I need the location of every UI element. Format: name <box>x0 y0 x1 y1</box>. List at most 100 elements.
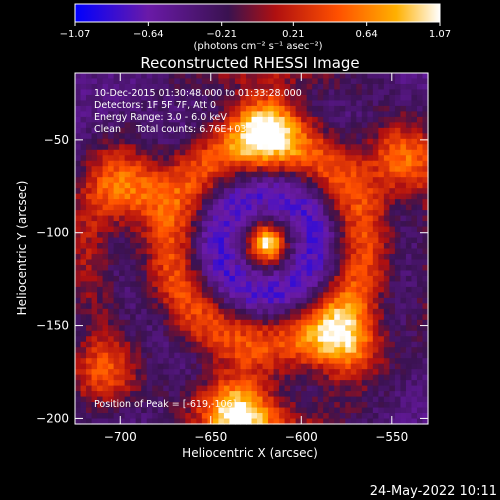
heatmap-pixel <box>378 396 385 403</box>
heatmap-pixel <box>301 215 308 222</box>
heatmap-pixel <box>97 352 104 359</box>
heatmap-pixel <box>295 330 302 337</box>
heatmap-pixel <box>157 127 164 134</box>
heatmap-pixel <box>179 100 186 107</box>
heatmap-pixel <box>273 182 280 189</box>
heatmap-pixel <box>179 105 186 112</box>
heatmap-pixel <box>141 407 148 414</box>
heatmap-pixel <box>383 160 390 167</box>
heatmap-pixel <box>356 149 363 156</box>
heatmap-pixel <box>389 83 396 91</box>
heatmap-pixel <box>179 314 186 321</box>
heatmap-pixel <box>229 127 236 134</box>
heatmap-pixel <box>339 144 346 151</box>
heatmap-pixel <box>113 166 120 173</box>
heatmap-pixel <box>400 363 407 370</box>
heatmap-pixel <box>279 352 286 359</box>
heatmap-pixel <box>416 352 424 359</box>
heatmap-pixel <box>207 94 214 102</box>
heatmap-pixel <box>273 221 280 228</box>
heatmap-pixel <box>290 286 297 293</box>
heatmap-pixel <box>361 391 368 398</box>
heatmap-pixel <box>312 105 319 112</box>
heatmap-pixel <box>86 418 93 425</box>
heatmap-pixel <box>75 122 82 129</box>
heatmap-pixel <box>119 188 126 195</box>
heatmap-pixel <box>124 374 131 381</box>
heatmap-pixel <box>290 374 297 381</box>
heatmap-pixel <box>301 336 308 343</box>
heatmap-pixel <box>218 226 225 233</box>
heatmap-pixel <box>361 105 368 112</box>
heatmap-pixel <box>378 171 385 178</box>
heatmap-pixel <box>306 275 313 282</box>
heatmap-pixel <box>174 133 181 140</box>
heatmap-pixel <box>234 275 242 282</box>
heatmap-pixel <box>135 210 142 217</box>
heatmap-pixel <box>279 385 286 392</box>
heatmap-pixel <box>312 325 319 332</box>
heatmap-pixel <box>212 199 220 206</box>
heatmap-pixel <box>251 308 258 315</box>
heatmap-pixel <box>295 297 302 304</box>
heatmap-pixel <box>367 347 374 354</box>
heatmap-pixel <box>86 391 93 398</box>
heatmap-pixel <box>361 122 368 129</box>
heatmap-pixel <box>273 204 280 211</box>
heatmap-pixel <box>157 188 164 195</box>
heatmap-pixel <box>174 358 181 365</box>
heatmap-pixel <box>152 73 159 80</box>
heatmap-pixel <box>146 160 153 167</box>
heatmap-pixel <box>174 243 181 250</box>
heatmap-pixel <box>317 243 324 250</box>
heatmap-pixel <box>378 73 385 80</box>
heatmap-pixel <box>361 111 368 118</box>
heatmap-pixel <box>328 127 335 134</box>
heatmap-pixel <box>146 138 153 145</box>
heatmap-pixel <box>124 193 131 200</box>
heatmap-pixel <box>229 314 236 321</box>
heatmap-pixel <box>80 89 87 96</box>
heatmap-pixel <box>229 89 236 96</box>
heatmap-pixel <box>179 127 186 134</box>
heatmap-pixel <box>179 243 186 250</box>
heatmap-pixel <box>356 127 363 134</box>
heatmap-pixel <box>268 199 275 206</box>
heatmap-pixel <box>229 177 236 184</box>
heatmap-pixel <box>102 374 109 381</box>
heatmap-pixel <box>201 336 208 343</box>
heatmap-pixel <box>102 358 109 365</box>
heatmap-pixel <box>334 237 341 244</box>
heatmap-pixel <box>229 83 236 91</box>
heatmap-pixel <box>367 149 374 156</box>
heatmap-pixel <box>108 330 115 337</box>
heatmap-pixel <box>212 116 220 123</box>
heatmap-pixel <box>400 215 407 222</box>
heatmap-pixel <box>416 385 424 392</box>
heatmap-pixel <box>108 413 115 420</box>
heatmap-pixel <box>196 204 203 211</box>
heatmap-pixel <box>75 402 82 409</box>
heatmap-pixel <box>383 297 390 304</box>
heatmap-pixel <box>394 413 402 420</box>
heatmap-pixel <box>334 308 341 315</box>
heatmap-pixel <box>97 193 104 200</box>
heatmap-pixel <box>394 374 402 381</box>
heatmap-pixel <box>400 385 407 392</box>
heatmap-pixel <box>422 83 429 91</box>
heatmap-pixel <box>279 188 286 195</box>
heatmap-pixel <box>146 385 153 392</box>
heatmap-pixel <box>350 116 357 123</box>
heatmap-pixel <box>152 407 159 414</box>
heatmap-pixel <box>97 314 104 321</box>
heatmap-pixel <box>108 243 115 250</box>
heatmap-pixel <box>411 199 418 206</box>
heatmap-pixel <box>345 407 352 414</box>
heatmap-pixel <box>394 243 402 250</box>
heatmap-pixel <box>190 193 197 200</box>
heatmap-pixel <box>152 413 159 420</box>
heatmap-pixel <box>301 396 308 403</box>
heatmap-pixel <box>268 237 275 244</box>
heatmap-pixel <box>323 402 330 409</box>
heatmap-pixel <box>146 363 153 370</box>
